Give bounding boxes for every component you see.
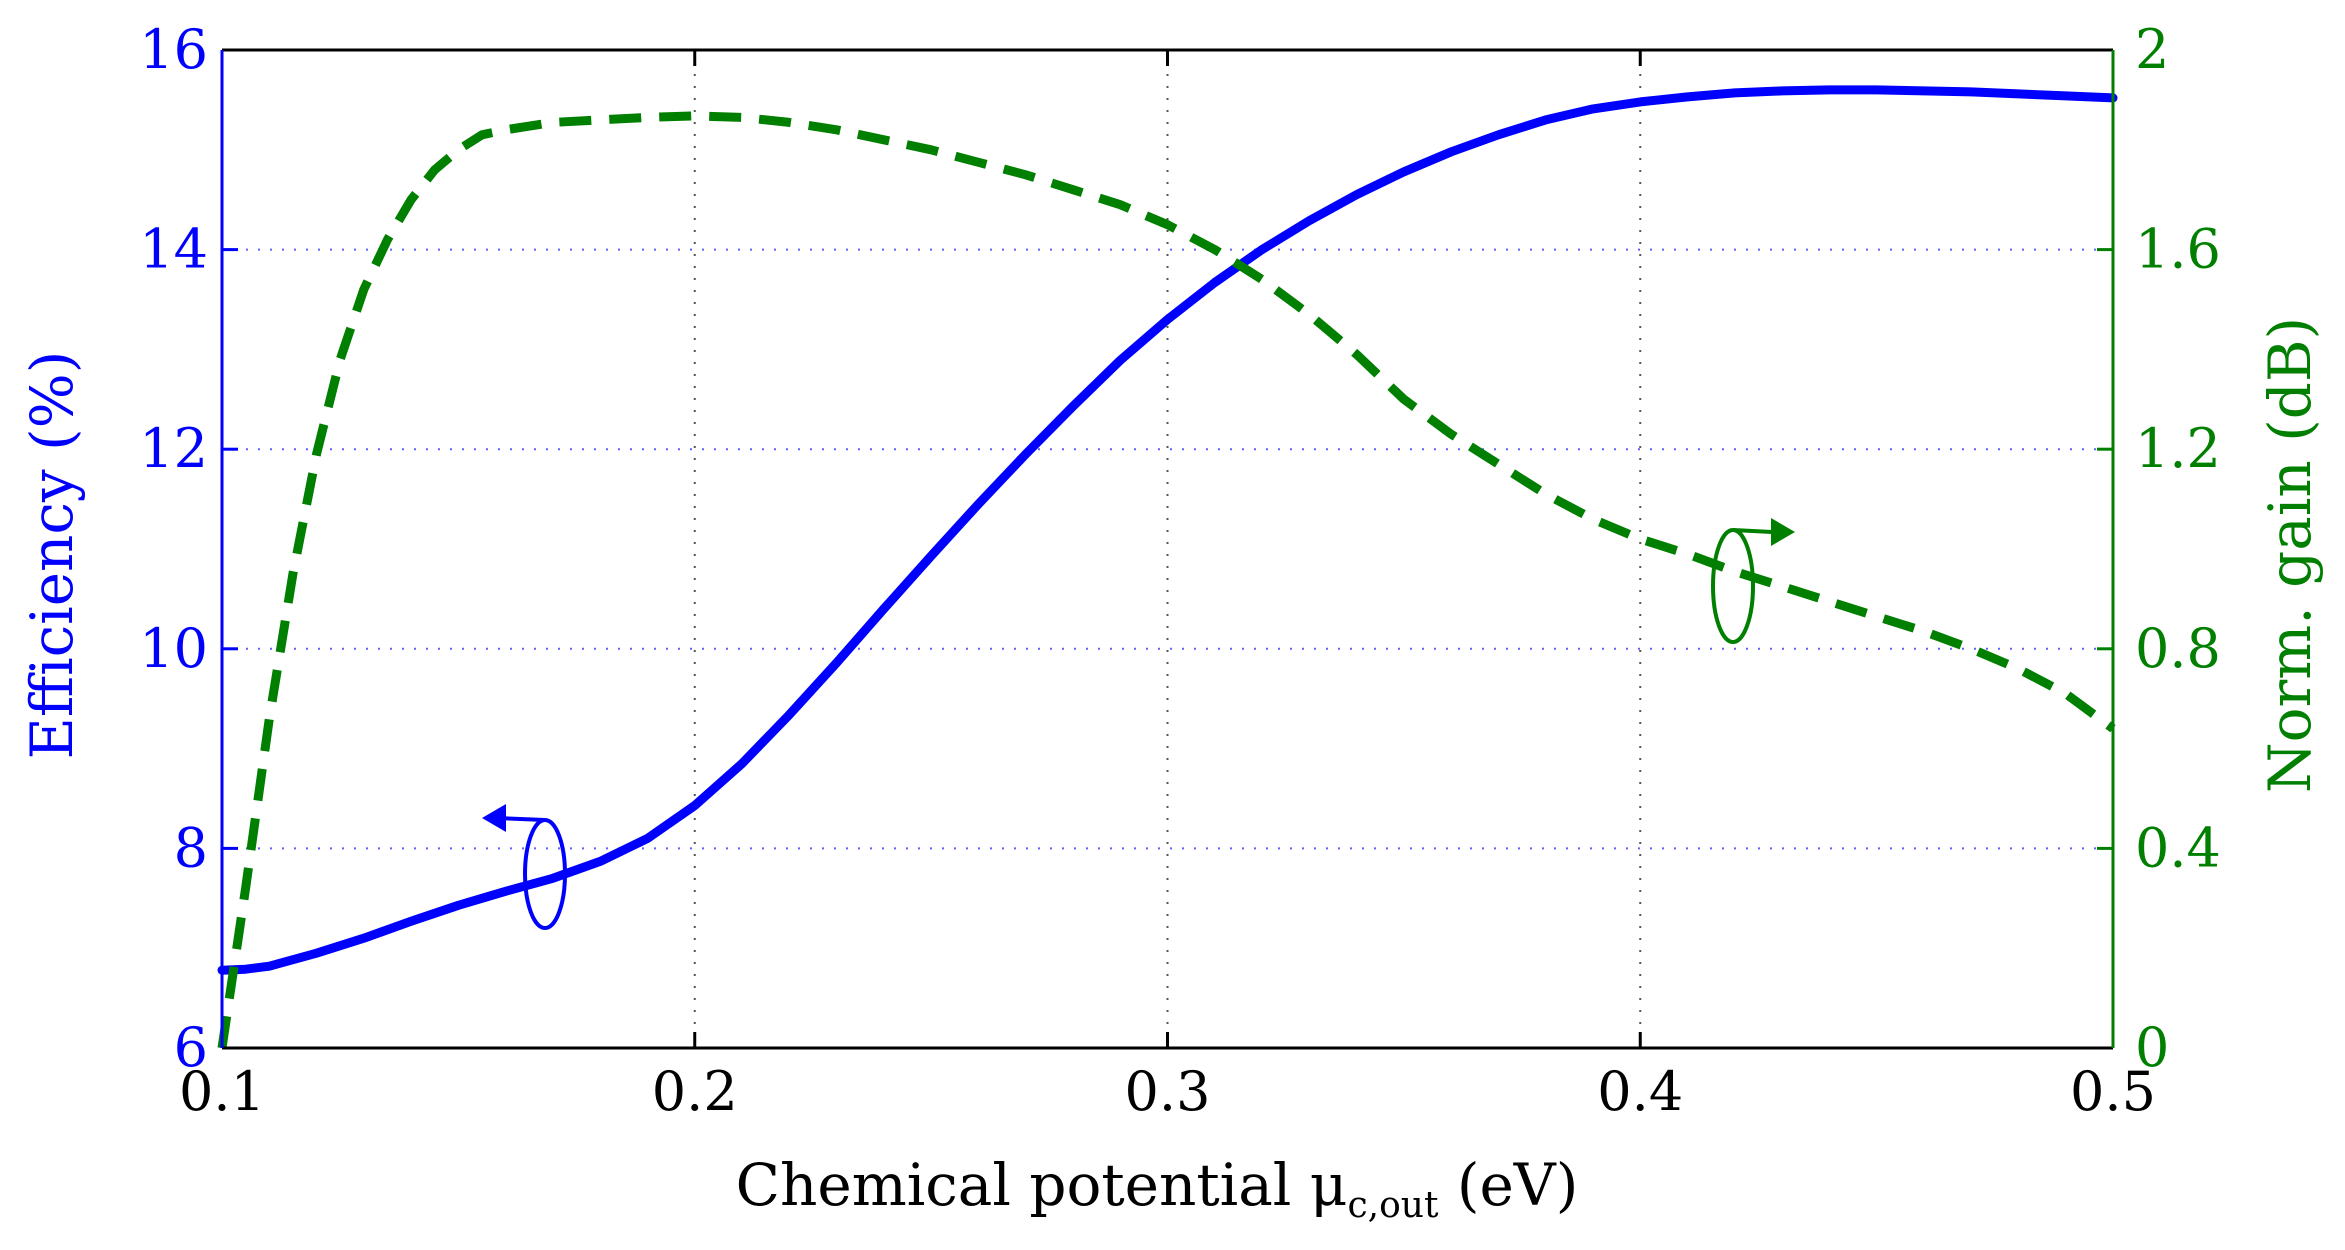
x-tick-label: 0.5	[2070, 1060, 2156, 1123]
x-tick-label: 0.1	[179, 1060, 265, 1123]
x-axis-title-unit: (eV)	[1438, 1151, 1578, 1219]
x-tick-label: 0.2	[652, 1060, 738, 1123]
y-right-tick-label: 2	[2135, 18, 2169, 81]
y-left-tick-label: 12	[139, 417, 208, 480]
y-right-tick-label: 0	[2135, 1016, 2169, 1079]
y-axis-left-title: Efficiency (%)	[18, 351, 86, 760]
x-axis-title-subscript: c,out	[1347, 1185, 1438, 1226]
x-tick-label: 0.4	[1597, 1060, 1683, 1123]
plot-series	[217, 85, 2118, 1049]
x-axis-title: Chemical potential μc,out (eV)	[736, 1151, 1579, 1226]
series-line-efficiency	[217, 85, 2118, 975]
tick-labels: 0.1 0.2 0.3 0.4 0.5 6 8 10 12 14 16 0 0.4 0.8 1.2 1.6 2	[139, 18, 2221, 1123]
y-left-tick-label: 8	[174, 816, 208, 879]
grid-lines	[222, 50, 2113, 1048]
y-right-tick-label: 0.4	[2135, 816, 2221, 879]
y-left-tick-label: 16	[139, 18, 208, 81]
y-left-tick-label: 10	[139, 617, 208, 680]
x-tick-label: 0.3	[1125, 1060, 1211, 1123]
right-axis-indicator-icon	[1711, 518, 1795, 644]
series-line-norm-gain	[217, 111, 2116, 1049]
axes	[220, 48, 2115, 1050]
y-left-tick-label: 6	[174, 1016, 208, 1079]
y-axis-right-title: Norm. gain (dB)	[2256, 317, 2324, 793]
y-right-tick-label: 1.2	[2135, 417, 2221, 480]
y-right-tick-label: 0.8	[2135, 617, 2221, 680]
left-axis-indicator-icon	[482, 804, 567, 930]
y-left-tick-label: 14	[139, 218, 208, 281]
y-right-tick-label: 1.6	[2135, 218, 2221, 281]
x-axis-title-main: Chemical potential μ	[736, 1151, 1348, 1219]
